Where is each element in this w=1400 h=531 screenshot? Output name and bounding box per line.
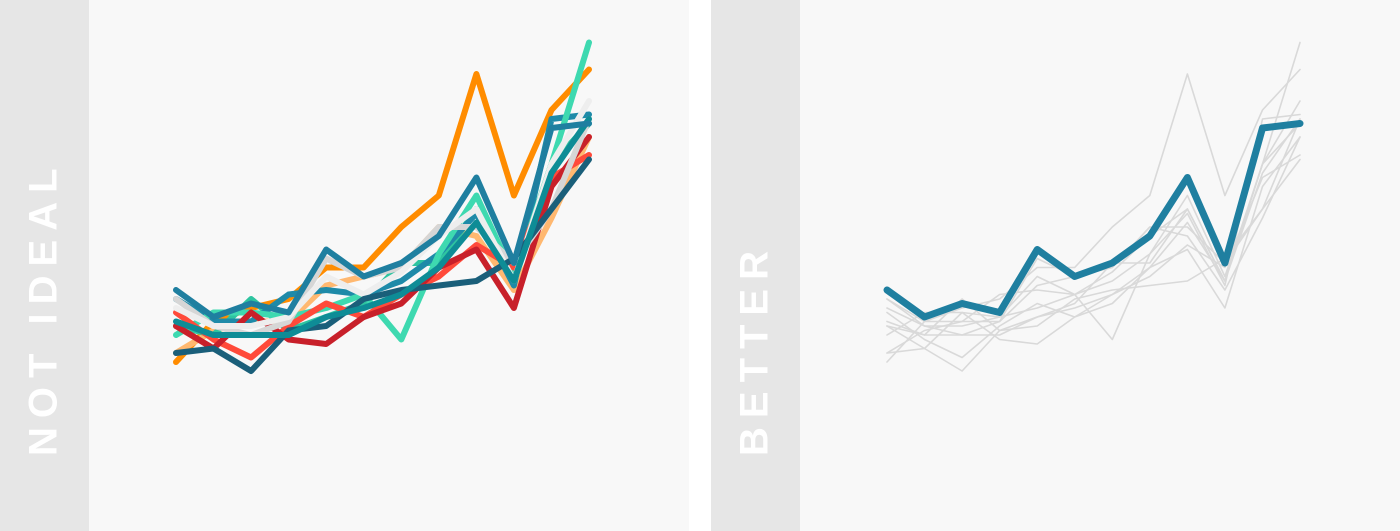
series-line: [886, 41, 1301, 341]
series-line: [173, 120, 592, 320]
series-line: [886, 68, 1301, 363]
label-strip: BETTER: [711, 0, 800, 531]
series-line: [173, 134, 592, 352]
highlighted-series-line: [883, 120, 1304, 321]
line-chart-not-ideal: [173, 39, 592, 374]
series-line: [886, 136, 1301, 350]
series-line: [173, 116, 592, 338]
series-line: [886, 118, 1301, 336]
panel-label: NOT IDEAL: [21, 159, 66, 456]
panel-label: BETTER: [732, 242, 777, 456]
series-line: [886, 154, 1301, 359]
panel-not-ideal: NOT IDEAL: [0, 0, 689, 531]
line-chart-better: [883, 41, 1304, 372]
panel-better: BETTER: [711, 0, 1400, 531]
label-strip: NOT IDEAL: [0, 0, 89, 531]
